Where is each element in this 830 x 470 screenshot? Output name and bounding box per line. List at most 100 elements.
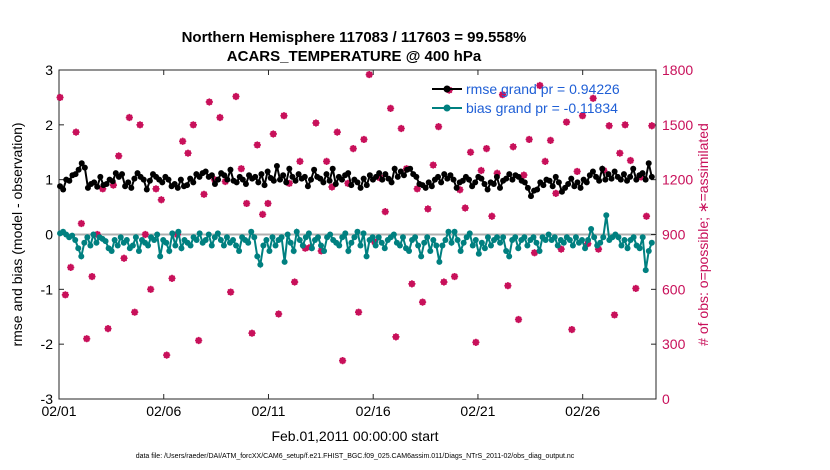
series-point	[242, 181, 249, 188]
series-point	[283, 179, 290, 186]
series-point	[493, 173, 500, 180]
series-point	[382, 171, 389, 178]
obs-assimilated-point	[328, 183, 336, 191]
series-point	[566, 236, 573, 243]
series-point	[533, 239, 540, 246]
series-point	[372, 242, 379, 249]
series-point	[630, 234, 637, 241]
series-point	[214, 230, 221, 237]
series-point	[348, 239, 355, 246]
series-point	[169, 230, 176, 237]
obs-assimilated-point	[179, 137, 187, 145]
series-point	[261, 182, 268, 189]
series-point	[442, 236, 449, 243]
series-point	[354, 228, 361, 235]
series-point	[454, 236, 461, 243]
obs-assimilated-point	[168, 274, 176, 282]
series-point	[260, 242, 267, 249]
series-point	[215, 176, 222, 183]
series-point	[273, 162, 280, 169]
obs-assimilated-point	[88, 272, 96, 281]
obs-assimilated-point	[568, 325, 576, 334]
obs-assimilated-point	[610, 311, 619, 319]
series-point	[78, 253, 85, 260]
series-point	[521, 179, 528, 186]
obs-assimilated-point	[456, 186, 464, 194]
series-point	[111, 236, 118, 243]
series-point	[527, 193, 534, 200]
series-point	[354, 179, 361, 186]
obs-assimilated-point	[280, 112, 288, 120]
series-point	[224, 176, 231, 183]
series-point	[290, 247, 297, 254]
x-tick-label: 02/01	[41, 403, 76, 419]
series-point	[415, 242, 422, 249]
series-point	[84, 234, 91, 241]
obs-assimilated-point	[408, 280, 416, 288]
series-point	[123, 236, 130, 243]
series-point	[503, 247, 510, 254]
series-point	[172, 242, 179, 249]
series-point	[546, 177, 553, 184]
series-point	[605, 171, 612, 178]
y2-tick-label: 1800	[662, 62, 693, 78]
series-point	[453, 184, 460, 191]
obs-assimilated-point	[216, 113, 224, 122]
series-point	[617, 176, 624, 183]
series-point	[469, 242, 476, 249]
series-point	[496, 184, 503, 191]
series-point	[221, 172, 228, 179]
series-point	[585, 236, 592, 243]
y2-tick-label: 0	[662, 391, 670, 407]
y2-tick-label: 900	[662, 227, 686, 243]
series-point	[583, 179, 590, 186]
series-point	[329, 165, 336, 172]
obs-assimilated-point	[269, 130, 277, 138]
series-point	[589, 168, 596, 175]
series-point	[342, 230, 349, 237]
series-point	[208, 172, 215, 179]
series-point	[220, 242, 227, 249]
series-point	[254, 253, 261, 260]
series-point	[494, 234, 501, 241]
series-point	[407, 165, 414, 172]
series-point	[599, 165, 606, 172]
series-point	[597, 239, 604, 246]
series-point	[314, 234, 321, 241]
series-point	[90, 231, 97, 238]
series-point	[154, 231, 161, 238]
series-point	[642, 267, 649, 274]
bias-series	[57, 212, 655, 274]
series-point	[233, 242, 240, 249]
obs-assimilated-point	[413, 185, 421, 193]
series-point	[390, 231, 397, 238]
x-tick-label: 02/11	[251, 403, 285, 419]
series-point	[125, 179, 132, 186]
series-point	[236, 247, 243, 254]
series-point	[94, 183, 101, 190]
series-point	[591, 234, 598, 241]
series-point	[245, 239, 252, 246]
series-point	[66, 177, 73, 184]
series-point	[521, 234, 528, 241]
obs-assimilated-point	[67, 263, 75, 271]
series-point	[114, 242, 121, 249]
series-point	[357, 242, 364, 249]
series-point	[399, 234, 406, 241]
obs-assimilated-point	[504, 282, 512, 290]
series-point	[174, 184, 181, 191]
obs-assimilated-point	[83, 335, 91, 343]
obs-assimilated-point	[184, 149, 192, 157]
legend: rmse grand pr = 0.94226 bias grand pr = …	[432, 81, 620, 116]
obs-assimilated-point	[546, 136, 555, 144]
series-point	[439, 242, 446, 249]
series-point	[320, 179, 327, 186]
obs-assimilated-point	[189, 121, 197, 129]
obs-assimilated-point	[147, 285, 155, 293]
obs-assimilated-point	[354, 308, 363, 316]
obs-assimilated-point	[296, 157, 304, 165]
series-point	[336, 242, 343, 249]
y-tick-label: -1	[41, 281, 54, 297]
series-point	[536, 247, 543, 254]
series-point	[639, 170, 646, 177]
